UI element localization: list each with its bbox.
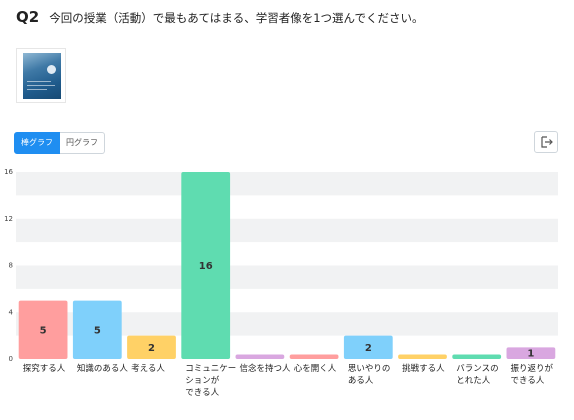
- bar: [289, 354, 339, 359]
- category-label: 考える人: [131, 364, 165, 374]
- grid-band: [16, 172, 558, 196]
- category-label: ションが: [185, 375, 220, 386]
- bar-value-label: 5: [94, 325, 101, 336]
- tab-pie-chart[interactable]: 円グラフ: [60, 132, 105, 154]
- category-label: バランスの: [456, 364, 498, 374]
- category-label: 探究する人: [23, 363, 66, 374]
- bar-value-label: 2: [148, 343, 155, 354]
- bar-value-label: 5: [40, 325, 47, 336]
- category-label: ある人: [348, 376, 374, 386]
- category-label: 思いやりの: [348, 364, 391, 374]
- y-tick-label: 0: [9, 355, 13, 363]
- bar: [452, 354, 502, 359]
- category-label: 心を開く人: [294, 364, 337, 374]
- thumbnail-line: [27, 89, 47, 90]
- bar-value-label: 2: [365, 343, 372, 354]
- category-label: 信念を持つ人: [240, 363, 292, 374]
- grid-band: [16, 312, 558, 336]
- tab-bar-chart[interactable]: 棒グラフ: [14, 132, 60, 154]
- export-icon: [541, 136, 553, 148]
- bar-value-label: 1: [527, 349, 534, 360]
- bar: [181, 172, 231, 359]
- bar: [235, 354, 285, 359]
- y-tick-label: 4: [9, 308, 14, 316]
- thumbnail-line: [27, 85, 55, 86]
- category-label: 挑戦する人: [402, 363, 445, 374]
- question-header: Q2 今回の授業（活動）で最もあてはまる、学習者像を1つ選んでください。: [16, 8, 423, 26]
- bar-chart: 04812165探究する人5知識のある人2考える人16コミュニケーションができる…: [4, 168, 558, 398]
- bar: [506, 347, 556, 359]
- thumbnail-line: [27, 81, 51, 82]
- category-label: コミュニケー: [185, 364, 236, 374]
- category-label: できる人: [185, 388, 219, 398]
- y-tick-label: 8: [9, 262, 13, 270]
- chart-type-tabs: 棒グラフ 円グラフ: [14, 132, 105, 154]
- question-thumbnail[interactable]: [16, 48, 66, 103]
- category-label: とれた人: [456, 376, 491, 386]
- bar-value-label: 16: [199, 261, 213, 272]
- category-label: できる人: [511, 376, 545, 386]
- export-button[interactable]: [534, 131, 558, 153]
- bar: [127, 335, 176, 359]
- bar: [18, 300, 68, 359]
- y-tick-label: 16: [4, 168, 13, 176]
- bar: [72, 300, 122, 359]
- category-label: 振り返りが: [511, 363, 554, 374]
- question-number: Q2: [16, 8, 40, 26]
- category-label: 知識のある人: [77, 363, 129, 374]
- grid-band: [16, 265, 558, 289]
- grid-band: [16, 218, 558, 243]
- thumbnail-circle: [47, 65, 56, 74]
- bar: [398, 354, 447, 359]
- question-text: 今回の授業（活動）で最もあてはまる、学習者像を1つ選んでください。: [49, 11, 424, 25]
- y-tick-label: 12: [4, 215, 13, 223]
- bar: [343, 335, 393, 359]
- thumbnail-image: [23, 53, 61, 99]
